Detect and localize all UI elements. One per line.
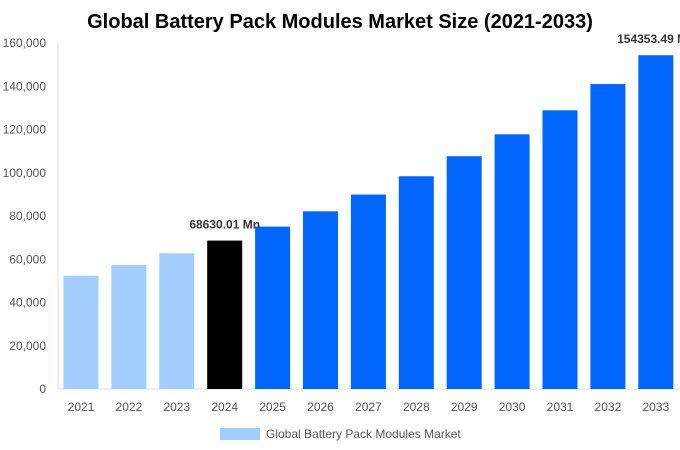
- x-tick-label: 2030: [499, 400, 526, 414]
- y-tick-label: 60,000: [9, 252, 46, 266]
- y-axis: 0 20,000 40,000 60,000 80,000 100,000 120,000 1…: [3, 36, 59, 396]
- y-tick-label: 140,000: [3, 79, 47, 93]
- data-label-2033: 154353.49 Mn: [617, 32, 680, 46]
- y-tick-label: 80,000: [9, 209, 46, 223]
- x-tick-label: 2022: [116, 400, 143, 414]
- y-tick-label: 100,000: [3, 166, 47, 180]
- x-tick-label: 2027: [355, 400, 382, 414]
- x-tick-label: 2031: [547, 400, 574, 414]
- y-tick-label: 40,000: [9, 296, 46, 310]
- data-label-2024: 68630.01 Mn: [189, 218, 260, 232]
- y-tick-label: 160,000: [3, 36, 47, 50]
- x-tick-label: 2023: [163, 400, 190, 414]
- bar-2028: [398, 176, 434, 389]
- bar-2022: [111, 265, 147, 389]
- y-tick-label: 20,000: [9, 339, 46, 353]
- x-axis: 2021 2022 2023 2024 2025 2026 2027 2028 2029 2030…: [58, 388, 680, 414]
- x-tick-label: 2033: [642, 400, 669, 414]
- x-tick-label: 2029: [451, 400, 478, 414]
- bar-2021: [63, 275, 99, 389]
- legend[interactable]: Global Battery Pack Modules Market: [220, 427, 461, 441]
- bar-2023: [159, 253, 195, 389]
- x-tick-label: 2021: [68, 400, 95, 414]
- chart-title: Global Battery Pack Modules Market Size …: [87, 11, 593, 33]
- x-tick-label: 2026: [307, 400, 334, 414]
- bar-2031: [542, 110, 578, 389]
- bar-2033: [638, 55, 674, 390]
- x-tick-label: 2025: [259, 400, 286, 414]
- x-tick-label: 2028: [403, 400, 430, 414]
- bar-2032: [590, 84, 626, 389]
- legend-label: Global Battery Pack Modules Market: [266, 427, 461, 441]
- legend-swatch: [220, 428, 260, 440]
- x-tick-label: 2024: [211, 400, 238, 414]
- data-labels: 68630.01 Mn 154353.49 Mn: [189, 32, 680, 231]
- bar-2027: [350, 194, 386, 389]
- bar-2025: [255, 226, 291, 389]
- y-tick-label: 0: [39, 382, 46, 396]
- bar-2024: [207, 240, 243, 389]
- x-tick-label: 2032: [595, 400, 622, 414]
- bar-2030: [494, 134, 530, 389]
- bar-2026: [303, 211, 338, 389]
- bars: [63, 55, 674, 390]
- bar-2029: [446, 156, 482, 389]
- y-tick-label: 120,000: [3, 123, 47, 137]
